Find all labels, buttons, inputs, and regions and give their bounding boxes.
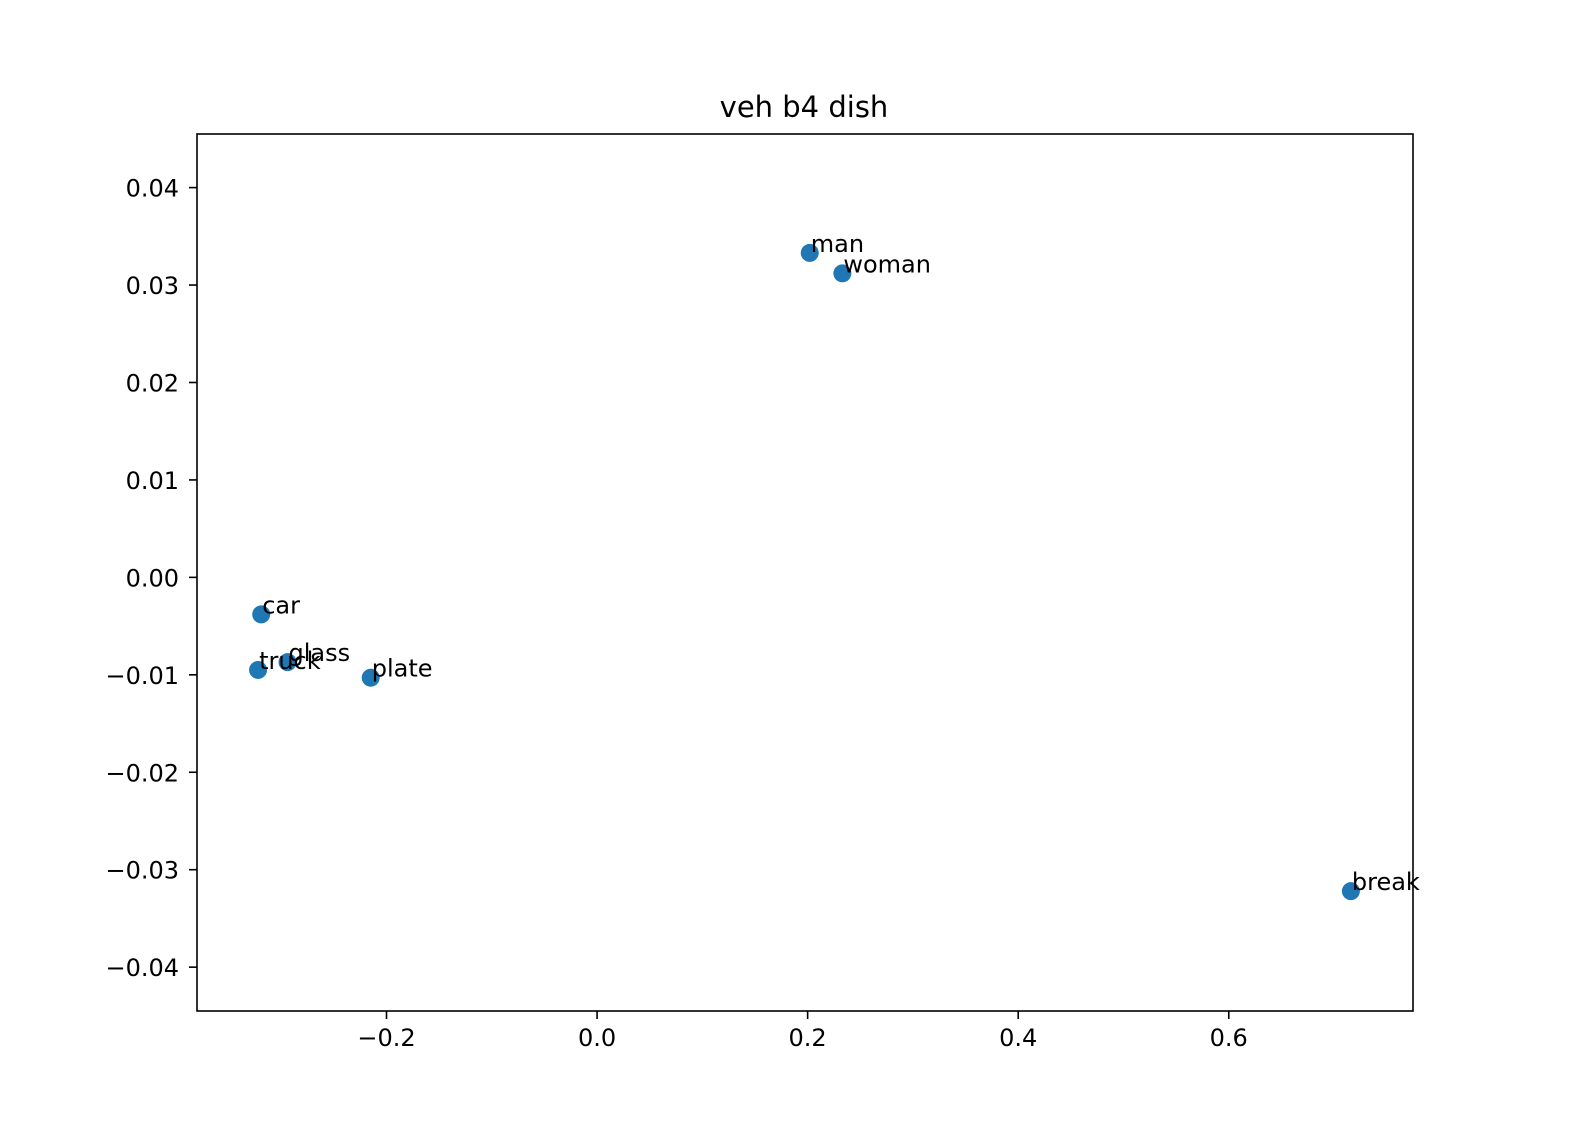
data-point-break xyxy=(1341,882,1360,901)
y-tick-label: −0.03 xyxy=(105,857,179,885)
x-axis: −0.2 0.0 0.2 0.4 0.6 xyxy=(357,1011,1248,1052)
data-point-car xyxy=(252,605,271,624)
y-tick-label: −0.01 xyxy=(105,662,179,690)
point-label-glass: glass xyxy=(289,639,351,667)
data-point-truck xyxy=(249,660,268,679)
x-tick-label: −0.2 xyxy=(357,1024,415,1052)
x-tick-label: 0.4 xyxy=(999,1024,1037,1052)
point-label-truck: truck xyxy=(259,647,321,675)
y-tick-label: 0.03 xyxy=(126,272,179,300)
data-point-woman xyxy=(833,264,852,283)
x-tick-label: 0.6 xyxy=(1210,1024,1248,1052)
point-label-plate: plate xyxy=(372,655,433,683)
y-axis: 0.04 0.03 0.02 0.01 0.00 −0.01 −0.02 −0.03 −0.04 xyxy=(105,175,197,982)
point-label-break: break xyxy=(1352,868,1420,896)
y-tick-label: 0.04 xyxy=(126,175,179,203)
point-label-woman: woman xyxy=(843,250,931,278)
x-tick-label: 0.0 xyxy=(578,1024,616,1052)
data-point-glass xyxy=(278,653,297,672)
y-tick-label: −0.02 xyxy=(105,759,179,787)
data-points xyxy=(249,243,1360,901)
point-label-man: man xyxy=(811,230,864,258)
chart-title: veh b4 dish xyxy=(720,90,889,124)
y-tick-label: 0.00 xyxy=(126,564,179,592)
data-point-man xyxy=(800,243,819,262)
x-tick-label: 0.2 xyxy=(789,1024,827,1052)
plot-frame xyxy=(196,133,1414,1012)
data-point-plate xyxy=(361,668,380,687)
y-tick-label: −0.04 xyxy=(105,954,179,982)
y-tick-label: 0.01 xyxy=(126,467,179,495)
y-tick-label: 0.02 xyxy=(126,369,179,397)
point-label-car: car xyxy=(262,591,300,619)
